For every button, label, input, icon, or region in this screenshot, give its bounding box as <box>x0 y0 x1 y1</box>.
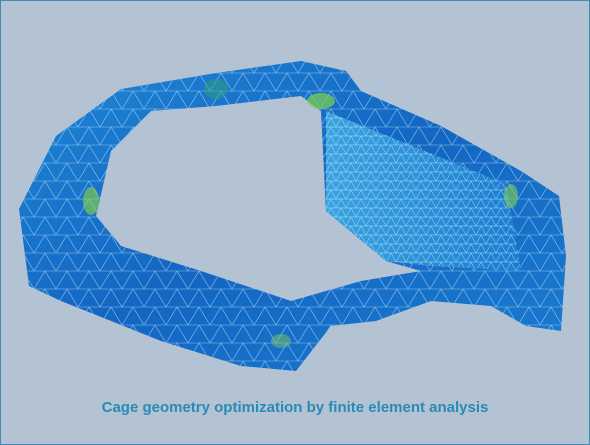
fea-rendering <box>19 61 566 371</box>
caption: Cage geometry optimization by finite ele… <box>101 399 489 416</box>
cage-model <box>19 61 566 371</box>
